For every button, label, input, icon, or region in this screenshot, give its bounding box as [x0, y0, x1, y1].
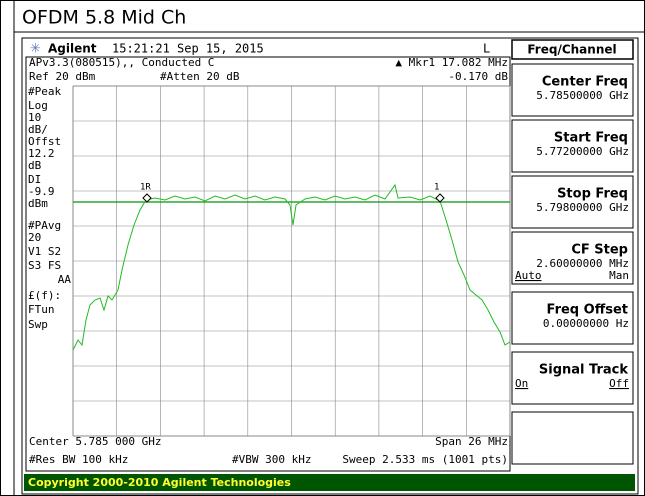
side-label: 20: [28, 231, 41, 244]
button-label: Center Freq: [542, 75, 628, 90]
side-label: 12.2: [28, 147, 55, 160]
side-label: 10: [28, 111, 41, 124]
menu-button: [511, 119, 634, 173]
side-label: #Peak: [28, 85, 61, 98]
side-label: Offst: [28, 135, 61, 148]
menu-button: [511, 231, 634, 285]
time: 15:21:21 Sep 15, 2015: [112, 42, 264, 56]
marker-value: -0.170 dB: [448, 70, 508, 83]
menu-button: [511, 291, 634, 345]
rbw: #Res BW 100 kHz: [29, 453, 128, 466]
button-label: Freq Offset: [547, 303, 628, 318]
sweep: Sweep 2.533 ms (1001 pts): [342, 453, 508, 466]
menu-button: [511, 63, 634, 117]
button-value: 5.77200000 GHz: [536, 145, 629, 158]
graticule: [72, 85, 511, 437]
side-label: S3 FS: [28, 259, 61, 272]
marker-diamond: [142, 193, 152, 203]
copyright: Copyright 2000-2010 Agilent Technologies: [28, 476, 291, 489]
ref: Ref 20 dBm: [29, 70, 96, 83]
side-label: dBm: [28, 197, 48, 210]
button-value: 5.79800000 GHz: [536, 201, 629, 214]
center: Center 5.785 000 GHz: [29, 435, 161, 448]
heading: OFDM 5.8 Mid Ch: [22, 7, 186, 29]
marker-label: 1: [434, 183, 439, 193]
icon: ✳: [30, 42, 41, 57]
button-label: Stop Freq: [557, 187, 628, 202]
marker-label: 1R: [140, 183, 151, 193]
atten: #Atten 20 dB: [160, 70, 240, 83]
menu-button: [511, 175, 634, 229]
marker-readout: ▲ Mkr1 17.082 MHz: [395, 56, 508, 69]
option: Off: [609, 377, 629, 390]
option: Auto: [515, 269, 542, 282]
side-label: -9.9: [28, 185, 55, 198]
side-label: dB/: [28, 123, 48, 136]
brand: Agilent: [48, 42, 97, 56]
button-value: 0.00000000 Hz: [543, 317, 629, 330]
button-label: Signal Track: [539, 363, 628, 378]
button-label: Start Freq: [554, 131, 628, 146]
button-value: 2.60000000 MHz: [536, 257, 629, 270]
button-label: CF Step: [571, 243, 628, 258]
span: Span 26 MHz: [435, 435, 508, 448]
button-value: 5.78500000 GHz: [536, 89, 629, 102]
marker-diamond: [435, 193, 445, 203]
menu-button: [511, 411, 634, 465]
side-label: #PAvg: [28, 219, 61, 232]
side-label: FTun: [28, 303, 55, 316]
vbw: #VBW 300 kHz: [232, 453, 311, 466]
side-label: Log: [28, 99, 48, 112]
side-label: dB: [28, 159, 42, 172]
mode: L: [483, 42, 490, 56]
trace: [72, 183, 511, 351]
side-label: £(f):: [28, 289, 61, 302]
menu-title: Freq/Channel: [527, 43, 616, 57]
side-label: AA: [58, 273, 72, 286]
info: APv3.3(080515),, Conducted C: [29, 56, 214, 69]
side-label: Swp: [28, 318, 48, 331]
option: Man: [609, 269, 629, 282]
menu-title-box: [511, 39, 634, 60]
copyright-bar: [24, 474, 635, 491]
side-label: DI: [28, 173, 41, 186]
option: On: [515, 377, 528, 390]
menu-button: [511, 351, 634, 405]
side-label: V1 S2: [28, 245, 61, 258]
